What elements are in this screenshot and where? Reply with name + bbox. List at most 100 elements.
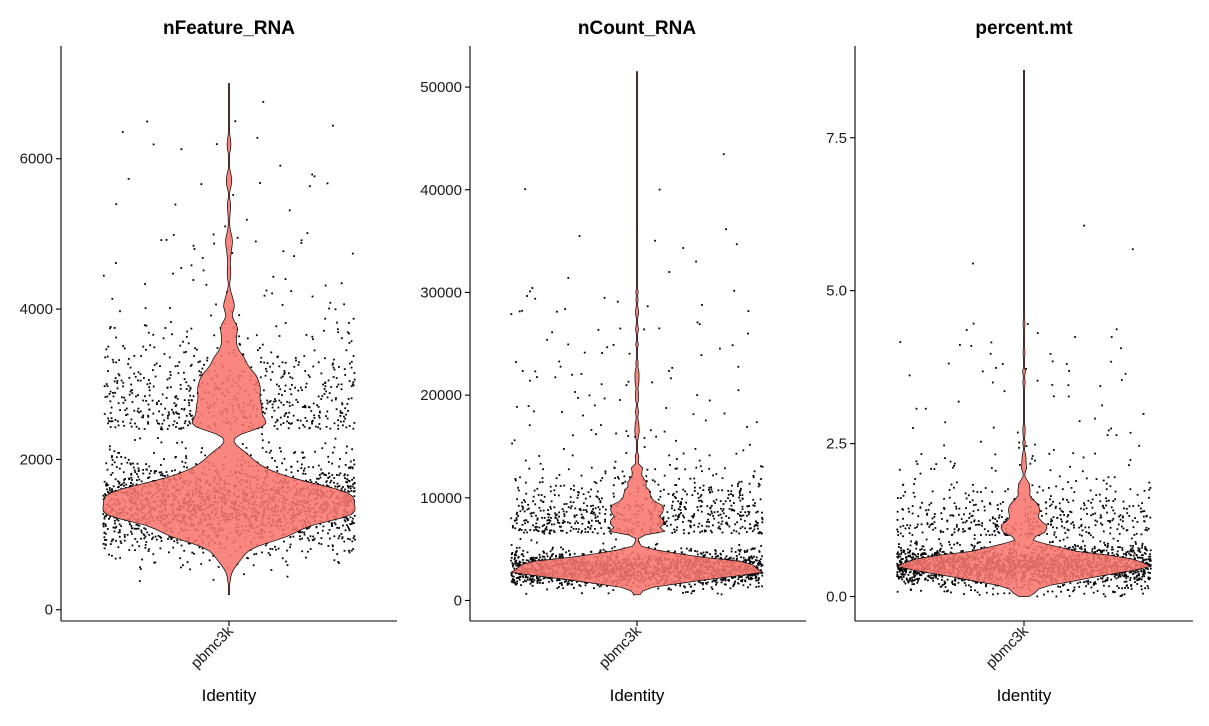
data-point — [584, 528, 586, 530]
data-point — [262, 447, 264, 449]
data-point — [733, 530, 735, 532]
data-point — [515, 361, 517, 363]
data-point — [271, 569, 273, 571]
data-point — [183, 466, 185, 468]
data-point — [720, 514, 722, 516]
data-point — [354, 539, 356, 541]
data-point — [532, 578, 534, 580]
data-point — [123, 402, 125, 404]
data-point — [297, 461, 299, 463]
data-point — [209, 559, 211, 561]
data-point — [601, 352, 603, 354]
data-point — [224, 226, 226, 228]
data-point — [171, 333, 173, 335]
data-point — [510, 313, 512, 315]
data-point — [733, 290, 735, 292]
data-point — [726, 522, 728, 524]
data-point — [182, 427, 184, 429]
data-point — [686, 494, 688, 496]
data-point — [168, 411, 170, 413]
data-point — [715, 556, 717, 558]
data-point — [132, 545, 134, 547]
data-point — [278, 393, 280, 395]
data-point — [742, 494, 744, 496]
data-point — [109, 449, 111, 451]
data-point — [333, 359, 335, 361]
data-point — [758, 486, 760, 488]
data-point — [717, 511, 719, 513]
data-point — [754, 526, 756, 528]
data-point — [342, 536, 344, 538]
data-point — [305, 386, 307, 388]
data-point — [693, 513, 695, 515]
data-point — [336, 386, 338, 388]
data-point — [700, 500, 702, 502]
data-point — [268, 552, 270, 554]
data-point — [542, 481, 544, 483]
data-point — [539, 482, 541, 484]
data-point — [132, 484, 134, 486]
data-point — [583, 493, 585, 495]
data-point — [108, 554, 110, 556]
data-point — [335, 524, 337, 526]
data-point — [523, 520, 525, 522]
data-point — [314, 451, 316, 453]
data-point — [350, 466, 352, 468]
data-point — [734, 523, 736, 525]
data-point — [111, 464, 113, 466]
data-point — [522, 562, 524, 564]
data-point — [306, 420, 308, 422]
data-point — [273, 401, 275, 403]
data-point — [147, 383, 149, 385]
data-point — [289, 402, 291, 404]
data-point — [174, 420, 176, 422]
data-point — [571, 505, 573, 507]
data-point — [119, 468, 121, 470]
data-point — [338, 384, 340, 386]
data-point — [576, 514, 578, 516]
data-point — [141, 559, 143, 561]
data-point — [316, 404, 318, 406]
data-point — [718, 527, 720, 529]
data-point — [628, 381, 630, 383]
data-point — [107, 385, 109, 387]
data-point — [577, 522, 579, 524]
data-point — [110, 543, 112, 545]
data-point — [107, 528, 109, 530]
data-point — [341, 282, 343, 284]
data-point — [120, 456, 122, 458]
data-point — [161, 540, 163, 542]
data-point — [105, 515, 107, 517]
data-point — [722, 510, 724, 512]
data-point — [336, 322, 338, 324]
data-point — [175, 365, 177, 367]
data-point — [167, 387, 169, 389]
data-point — [353, 464, 355, 466]
data-point — [549, 533, 551, 535]
data-point — [129, 394, 131, 396]
data-point — [526, 295, 528, 297]
data-point — [289, 376, 291, 378]
data-point — [518, 529, 520, 531]
data-point — [627, 435, 629, 437]
data-point — [259, 347, 261, 349]
data-point — [527, 551, 529, 553]
data-point — [585, 584, 587, 586]
data-point — [724, 413, 726, 415]
data-point — [588, 491, 590, 493]
data-point — [274, 410, 276, 412]
data-point — [312, 366, 314, 368]
data-point — [618, 478, 620, 480]
data-point — [715, 553, 717, 555]
data-point — [282, 304, 284, 306]
data-point — [581, 592, 583, 594]
data-point — [126, 408, 128, 410]
data-point — [531, 539, 533, 541]
data-point — [351, 479, 353, 481]
data-point — [333, 477, 335, 479]
data-point — [272, 404, 274, 406]
data-point — [694, 550, 696, 552]
data-point — [757, 528, 759, 530]
data-point — [658, 328, 660, 330]
data-point — [549, 530, 551, 532]
